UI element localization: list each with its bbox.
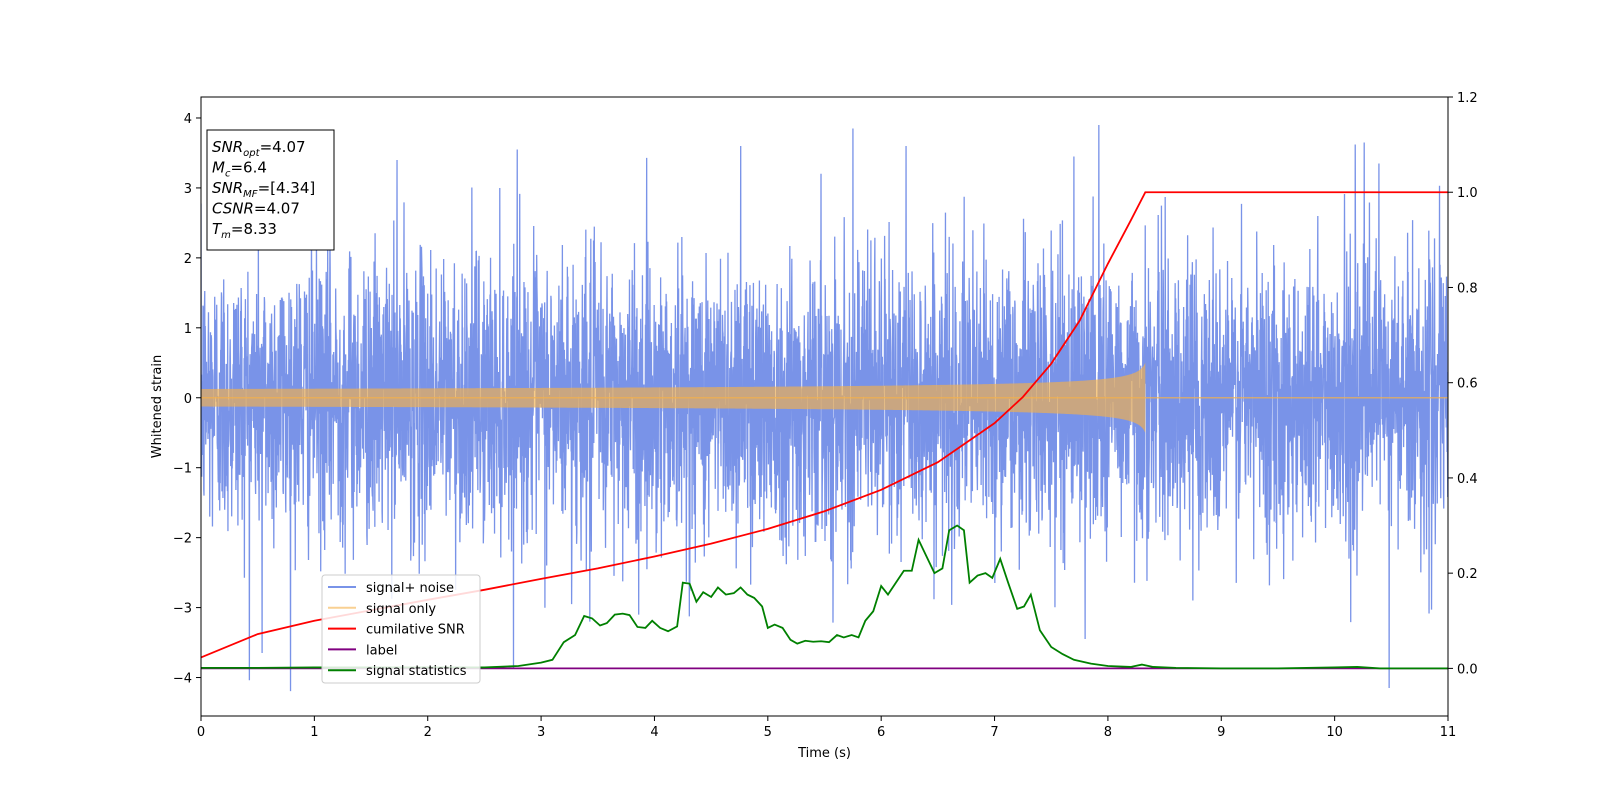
- info-main: CSNR: [212, 200, 254, 218]
- info-line: SNRMF=[4.34]: [212, 179, 315, 200]
- right-y-axis: 0.0 0.2 0.4 0.6 0.8 1.0 1.2: [1448, 91, 1478, 677]
- info-value: =4.07: [260, 138, 306, 156]
- y-tick-label-left: 3: [184, 182, 192, 197]
- legend: signal+ noise signal only cumilative SNR la…: [321, 574, 481, 684]
- info-line: CSNR=4.07: [212, 200, 300, 218]
- info-line: Mc=6.4: [212, 159, 267, 180]
- signal-only-series: [201, 362, 1448, 433]
- info-main: SNR: [212, 179, 243, 197]
- info-main: T: [212, 220, 223, 238]
- info-main: SNR: [212, 138, 243, 156]
- y-tick-label-left: −1: [173, 462, 192, 477]
- info-main: M: [212, 159, 225, 177]
- info-value: =6.4: [230, 159, 266, 177]
- legend-label: signal statistics: [366, 664, 467, 679]
- legend-label: signal only: [366, 602, 436, 617]
- legend-label: cumilative SNR: [366, 623, 465, 638]
- x-tick-label: 5: [764, 725, 772, 740]
- x-tick-label: 2: [424, 725, 432, 740]
- info-sub: m: [221, 230, 231, 241]
- info-line: SNRopt=4.07: [212, 138, 306, 159]
- info-box: SNRopt=4.07Mc=6.4SNRMF=[4.34]CSNR=4.07Tm…: [206, 129, 335, 251]
- y-tick-label-right: 0.2: [1457, 567, 1478, 582]
- info-value: =8.33: [231, 220, 277, 238]
- info-sub: c: [225, 169, 231, 180]
- x-tick-label: 11: [1440, 725, 1457, 740]
- x-tick-label: 6: [877, 725, 885, 740]
- info-box-frame: [206, 129, 335, 251]
- x-tick-label: 4: [650, 725, 658, 740]
- legend-label: signal+ noise: [366, 581, 454, 596]
- y-tick-label-right: 0.0: [1457, 662, 1478, 677]
- y-tick-label-left: −2: [173, 532, 192, 547]
- x-tick-label: 7: [990, 725, 998, 740]
- signal-statistics-line: [201, 524, 1448, 670]
- x-tick-label: 0: [197, 725, 205, 740]
- legend-label: label: [366, 643, 397, 658]
- y-tick-label-right: 1.0: [1457, 186, 1478, 201]
- x-axis-label: Time (s): [797, 746, 851, 761]
- x-tick-label: 9: [1217, 725, 1225, 740]
- info-value: =4.07: [254, 200, 300, 218]
- y-axis-label-left: Whitened strain: [150, 355, 165, 458]
- x-tick-label: 1: [310, 725, 318, 740]
- y-tick-label-left: 0: [184, 392, 192, 407]
- y-tick-label-right: 0.8: [1457, 281, 1478, 296]
- x-tick-label: 3: [537, 725, 545, 740]
- x-tick-label: 10: [1326, 725, 1343, 740]
- y-tick-label-left: 2: [184, 252, 192, 267]
- info-sub: MF: [243, 189, 258, 200]
- y-tick-label-left: −4: [173, 672, 192, 687]
- plot-frame: [200, 96, 1449, 717]
- legend-frame: [321, 574, 481, 684]
- x-axis: 0 1 2 3 4 5 6 7 8 9 10 11: [197, 716, 1456, 740]
- y-tick-label-right: 0.4: [1457, 472, 1478, 487]
- info-sub: opt: [243, 148, 260, 159]
- y-tick-label-left: 1: [184, 322, 192, 337]
- info-value: =[4.34]: [258, 179, 316, 197]
- y-tick-label-left: 4: [184, 112, 192, 127]
- info-line: Tm=8.33: [212, 220, 277, 241]
- y-tick-label-right: 1.2: [1457, 91, 1478, 106]
- x-tick-label: 8: [1104, 725, 1112, 740]
- y-tick-label-left: −3: [173, 602, 192, 617]
- left-y-axis: −4 −3 −2 −1 0 1 2 3 4: [173, 112, 201, 687]
- y-tick-label-right: 0.6: [1457, 377, 1478, 392]
